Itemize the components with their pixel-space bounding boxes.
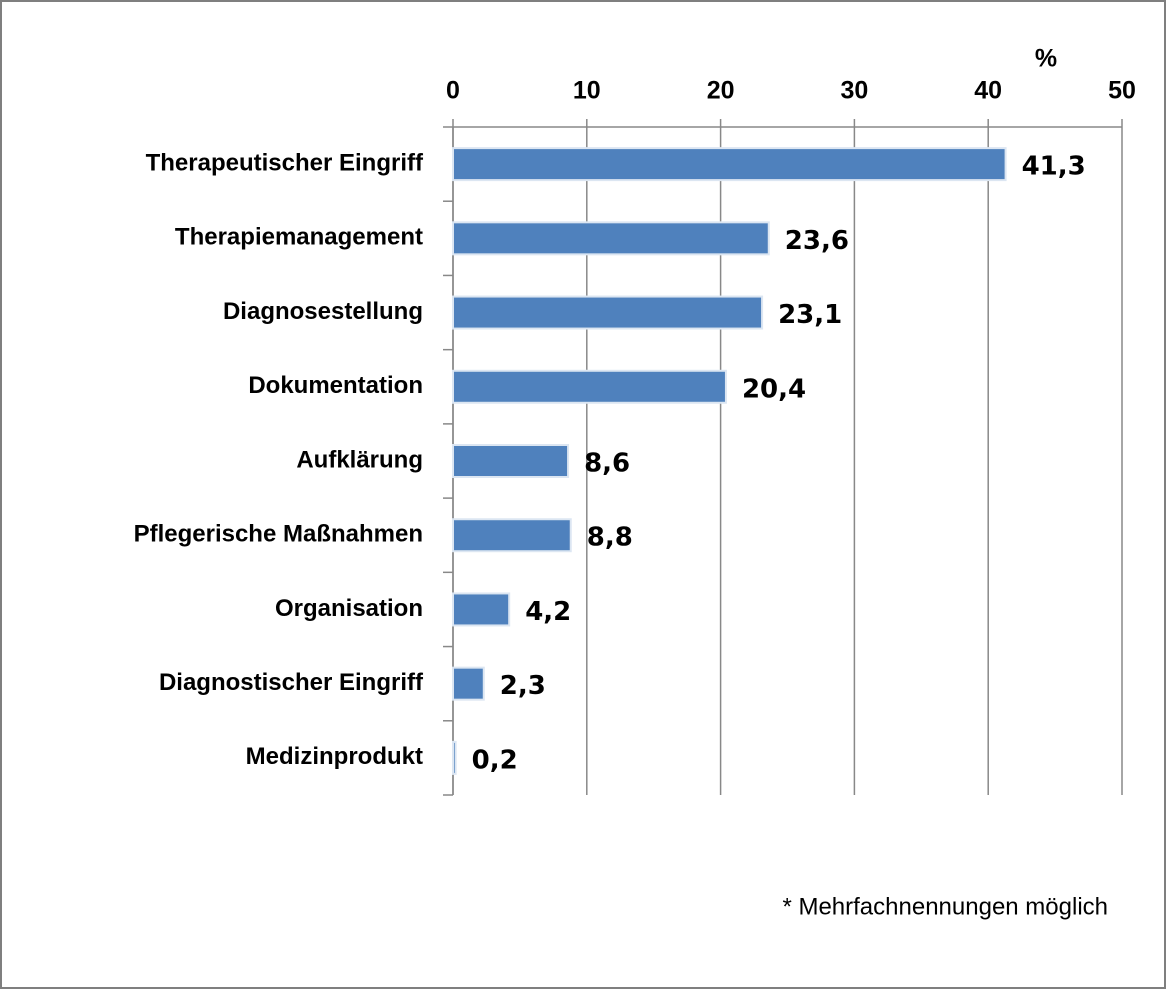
- bar: [452, 369, 727, 404]
- bar: [452, 444, 570, 478]
- x-tick-label: 40: [974, 77, 1002, 105]
- value-label: 23,1: [778, 300, 842, 330]
- value-label: 41,3: [1022, 152, 1086, 182]
- bar: [452, 740, 457, 775]
- category-label: Diagnostischer Eingriff: [159, 669, 424, 696]
- x-tick-label: 30: [840, 77, 868, 105]
- x-tick-label: 50: [1108, 77, 1136, 105]
- category-label: Organisation: [275, 595, 423, 622]
- unit-label: %: [1035, 45, 1057, 73]
- bar: [452, 221, 770, 256]
- x-tick-label: 10: [573, 77, 601, 105]
- bar: [452, 592, 511, 627]
- value-label: 8,6: [584, 449, 630, 479]
- category-label: Pflegerische Maßnahmen: [134, 521, 423, 548]
- value-label: 20,4: [742, 374, 806, 404]
- category-label: Medizinprodukt: [246, 743, 423, 770]
- category-label: Therapeutischer Eingriff: [146, 149, 424, 176]
- category-label: Therapiemanagement: [175, 224, 423, 251]
- category-label: Dokumentation: [248, 372, 423, 399]
- category-label: Diagnosestellung: [223, 298, 423, 325]
- bar: [452, 666, 485, 701]
- bar: [452, 295, 764, 330]
- value-label: 0,2: [472, 745, 518, 775]
- value-label: 2,3: [500, 671, 546, 701]
- value-label: 8,8: [587, 523, 633, 553]
- bar: [452, 518, 572, 553]
- footnote: * Mehrfachnennungen möglich: [782, 893, 1108, 920]
- x-tick-label: 0: [446, 77, 460, 105]
- x-tick-label: 20: [707, 77, 735, 105]
- category-label: Aufklärung: [296, 446, 423, 473]
- value-label: 4,2: [525, 597, 571, 627]
- bar: [452, 147, 1007, 182]
- value-label: 23,6: [785, 226, 849, 256]
